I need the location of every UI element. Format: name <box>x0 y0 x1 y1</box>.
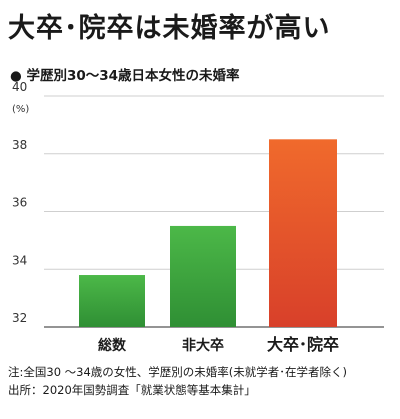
chart-subtitle: ● 学歴別30〜34歳日本女性の未婚率 <box>10 64 240 84</box>
y-axis-unit: (%) <box>12 104 29 115</box>
bar-0 <box>79 275 145 327</box>
x-category-label: 総数 <box>98 337 127 354</box>
chart-title: 大卒･院卒は未婚率が高い <box>8 13 331 44</box>
y-tick-label: 32 <box>12 311 27 325</box>
bars <box>79 139 337 327</box>
chart-notes: 注:全国30 〜34歳の女性、学歴別の未婚率(未就学者･在学者除く) 出所：20… <box>8 363 347 399</box>
source-line: 出所：2020年国勢調査「就業状態等基本集計」 <box>8 383 256 397</box>
y-tick-label: 40 <box>12 80 27 94</box>
bar-1 <box>170 225 236 327</box>
note-line: 注:全国30 〜34歳の女性、学歴別の未婚率(未就学者･在学者除く) <box>8 365 348 379</box>
subtitle-text: 学歴別30〜34歳日本女性の未婚率 <box>26 68 240 84</box>
bar-2 <box>269 139 337 327</box>
y-tick-label: 36 <box>12 196 27 210</box>
x-axis-labels: 総数 非大卒 大卒･院卒 <box>98 335 339 354</box>
y-tick-label: 38 <box>12 138 27 152</box>
subtitle-bullet: ● <box>10 68 22 84</box>
y-tick-label: 34 <box>12 253 27 267</box>
x-category-label: 大卒･院卒 <box>267 335 339 354</box>
y-axis: 32 34 36 38 40 <box>12 80 27 325</box>
x-category-label: 非大卒 <box>182 337 224 354</box>
